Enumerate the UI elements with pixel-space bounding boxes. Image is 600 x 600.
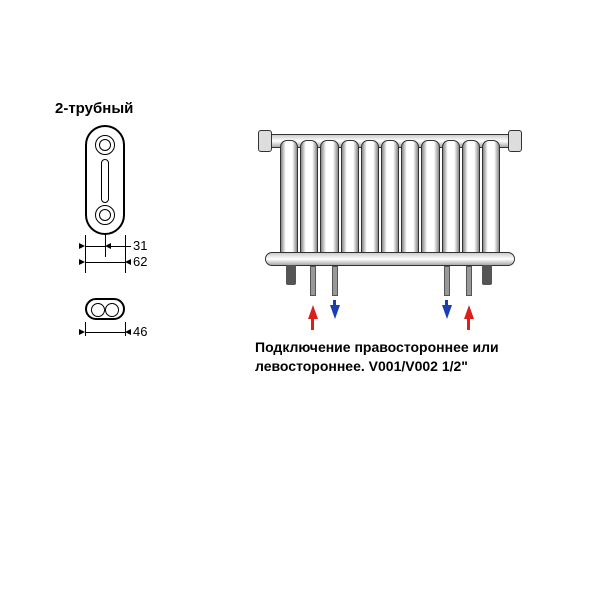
radiator-column (462, 140, 480, 260)
radiator-column (401, 140, 419, 260)
dim-label-46: 46 (133, 324, 147, 339)
center-slot (101, 159, 109, 203)
radiator-column (361, 140, 379, 260)
radiator-column (341, 140, 359, 260)
radiator-column (320, 140, 338, 260)
radiator-bottom-header (265, 252, 515, 266)
section-body (85, 125, 125, 235)
connection-pipe (310, 266, 316, 296)
radiator-column (381, 140, 399, 260)
dimension-62: 62 (70, 256, 170, 270)
radiator-column (421, 140, 439, 260)
flow-arrow-stem (445, 300, 448, 312)
connection-pipe (332, 266, 338, 296)
radiator-columns (280, 140, 500, 260)
dimension-group: 31 62 (70, 240, 170, 272)
top-hub (95, 135, 115, 155)
radiator-column (482, 140, 500, 260)
flow-arrow-stem (333, 300, 336, 312)
flow-arrow-stem (311, 318, 314, 330)
section-front-view (85, 125, 125, 235)
radiator-foot (482, 265, 492, 285)
left-valve-cap (258, 130, 272, 152)
radiator-assembly (260, 130, 520, 270)
radiator-column (442, 140, 460, 260)
diagram-container: 2-трубный 31 62 (0, 0, 600, 600)
dim-label-62: 62 (133, 254, 147, 269)
radiator-foot (286, 265, 296, 285)
connection-pipe (444, 266, 450, 296)
connection-pipe (466, 266, 472, 296)
radiator-column (300, 140, 318, 260)
flow-in-arrow-icon (308, 305, 318, 319)
section-title: 2-трубный (55, 100, 133, 117)
caption-line-2: левостороннее. V001/V002 1/2" (255, 358, 468, 374)
radiator-column (280, 140, 298, 260)
caption-line-1: Подключение правостороннее или (255, 339, 499, 355)
bottom-hub (95, 205, 115, 225)
right-valve-cap (508, 130, 522, 152)
flow-in-arrow-icon (464, 305, 474, 319)
dim-label-31: 31 (133, 238, 147, 253)
section-top-view (85, 298, 125, 320)
connection-caption: Подключение правостороннее или левосторо… (255, 338, 545, 376)
dimension-31: 31 (70, 240, 170, 254)
flow-arrow-stem (467, 318, 470, 330)
